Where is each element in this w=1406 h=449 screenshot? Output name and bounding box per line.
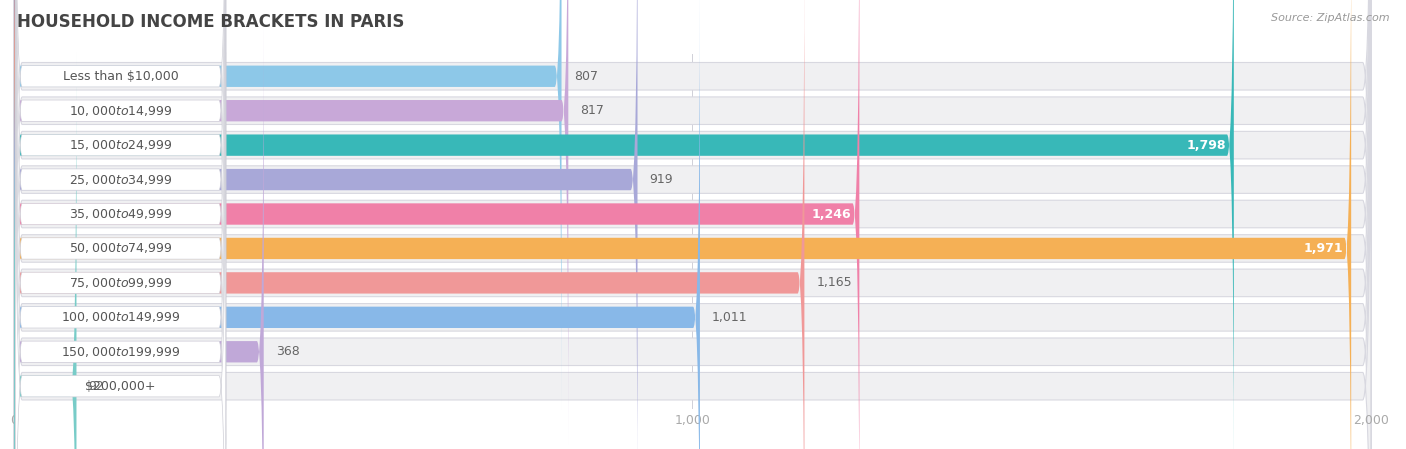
Text: $75,000 to $99,999: $75,000 to $99,999	[69, 276, 173, 290]
FancyBboxPatch shape	[15, 0, 226, 449]
Text: 368: 368	[276, 345, 299, 358]
Text: $150,000 to $199,999: $150,000 to $199,999	[60, 345, 180, 359]
FancyBboxPatch shape	[15, 0, 226, 449]
FancyBboxPatch shape	[15, 0, 226, 410]
FancyBboxPatch shape	[14, 0, 1371, 449]
FancyBboxPatch shape	[14, 0, 1371, 449]
Text: 1,246: 1,246	[811, 207, 851, 220]
FancyBboxPatch shape	[14, 18, 264, 449]
FancyBboxPatch shape	[14, 0, 1371, 449]
FancyBboxPatch shape	[14, 0, 1351, 449]
FancyBboxPatch shape	[14, 0, 859, 449]
Text: 1,971: 1,971	[1303, 242, 1343, 255]
Text: 919: 919	[650, 173, 673, 186]
FancyBboxPatch shape	[15, 0, 226, 449]
FancyBboxPatch shape	[15, 0, 226, 445]
Text: 807: 807	[574, 70, 598, 83]
Text: $35,000 to $49,999: $35,000 to $49,999	[69, 207, 173, 221]
FancyBboxPatch shape	[14, 0, 804, 449]
FancyBboxPatch shape	[14, 0, 1371, 449]
FancyBboxPatch shape	[14, 0, 561, 410]
Text: 1,798: 1,798	[1187, 139, 1226, 152]
FancyBboxPatch shape	[14, 0, 1371, 449]
FancyBboxPatch shape	[14, 0, 1371, 449]
Text: HOUSEHOLD INCOME BRACKETS IN PARIS: HOUSEHOLD INCOME BRACKETS IN PARIS	[17, 13, 405, 31]
FancyBboxPatch shape	[14, 53, 76, 449]
Text: Source: ZipAtlas.com: Source: ZipAtlas.com	[1271, 13, 1389, 23]
FancyBboxPatch shape	[15, 0, 226, 449]
Text: 817: 817	[581, 104, 605, 117]
Text: $25,000 to $34,999: $25,000 to $34,999	[69, 172, 173, 187]
FancyBboxPatch shape	[14, 0, 568, 445]
FancyBboxPatch shape	[14, 0, 1371, 449]
Text: 92: 92	[89, 380, 104, 393]
FancyBboxPatch shape	[15, 0, 226, 449]
FancyBboxPatch shape	[15, 18, 226, 449]
FancyBboxPatch shape	[15, 53, 226, 449]
Text: $50,000 to $74,999: $50,000 to $74,999	[69, 242, 173, 255]
FancyBboxPatch shape	[14, 0, 637, 449]
Text: $10,000 to $14,999: $10,000 to $14,999	[69, 104, 173, 118]
FancyBboxPatch shape	[14, 0, 1371, 449]
Text: $100,000 to $149,999: $100,000 to $149,999	[60, 310, 180, 324]
FancyBboxPatch shape	[14, 0, 1371, 449]
Text: $200,000+: $200,000+	[86, 380, 156, 393]
FancyBboxPatch shape	[15, 0, 226, 449]
Text: 1,011: 1,011	[711, 311, 748, 324]
Text: $15,000 to $24,999: $15,000 to $24,999	[69, 138, 173, 152]
Text: Less than $10,000: Less than $10,000	[63, 70, 179, 83]
Text: 1,165: 1,165	[817, 277, 852, 290]
FancyBboxPatch shape	[14, 0, 1234, 449]
FancyBboxPatch shape	[14, 0, 1371, 449]
FancyBboxPatch shape	[14, 0, 700, 449]
